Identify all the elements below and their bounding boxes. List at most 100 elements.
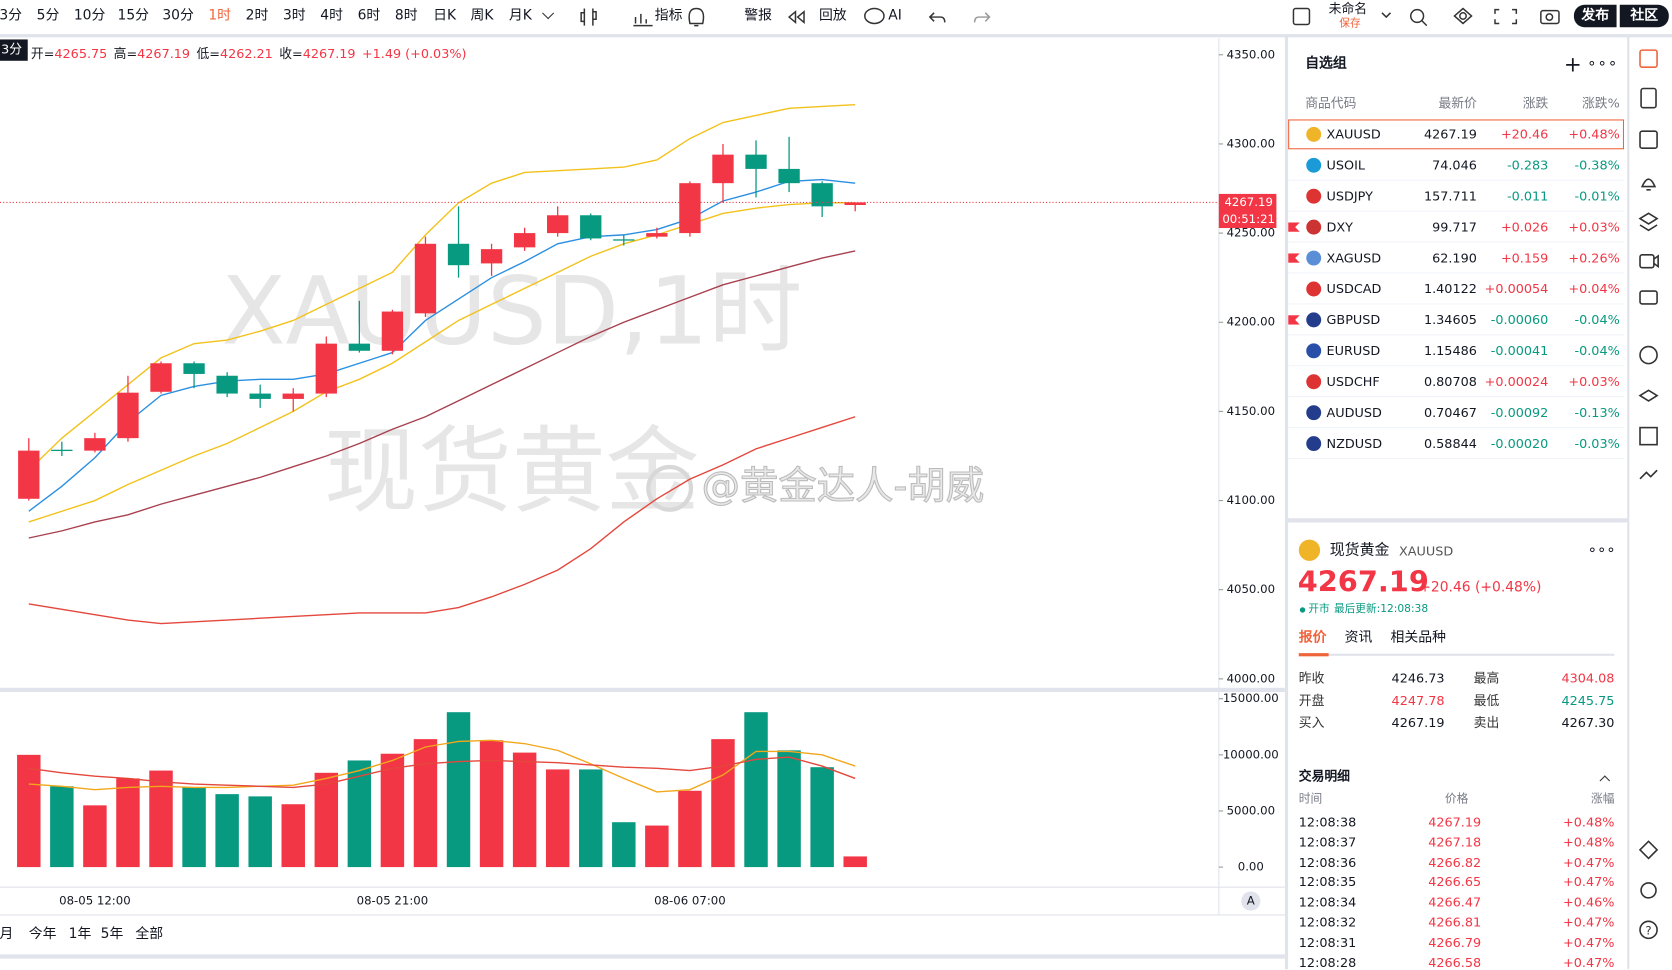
change-pct: +0.04% bbox=[1568, 281, 1620, 297]
candle-body bbox=[381, 311, 404, 351]
candle-body bbox=[18, 450, 40, 499]
legend-value: 4262.21 bbox=[220, 47, 273, 62]
detail-tab[interactable]: 相关品种 bbox=[1390, 629, 1446, 646]
range-button[interactable]: 1年 bbox=[68, 926, 92, 943]
watchlist-row[interactable] bbox=[1288, 243, 1625, 274]
watchlist-row[interactable] bbox=[1288, 181, 1625, 212]
symbol-icon bbox=[1306, 374, 1322, 390]
detail-code: XAUUSD bbox=[1399, 543, 1454, 559]
interval-button[interactable]: 周K bbox=[470, 7, 494, 24]
change-pct: +0.48% bbox=[1568, 126, 1620, 142]
panel-divider bbox=[1287, 518, 1629, 523]
toolbar-tool[interactable]: 警报 bbox=[744, 7, 773, 24]
toolbar-tool[interactable]: 指标 bbox=[654, 7, 683, 24]
change: -0.283 bbox=[1507, 157, 1549, 173]
interval-button[interactable]: 日K bbox=[433, 7, 457, 24]
last-update: 最后更新:12:08:38 bbox=[1333, 603, 1429, 616]
volume-ma-line bbox=[28, 756, 856, 789]
price: 0.80708 bbox=[1423, 374, 1477, 390]
volume-bar bbox=[711, 739, 735, 868]
symbol: USDCHF bbox=[1326, 374, 1380, 390]
watchlist-more[interactable]: ∘∘∘ bbox=[1587, 55, 1619, 73]
range-button[interactable]: 5年 bbox=[100, 926, 124, 943]
column-header: 商品代码 bbox=[1305, 95, 1357, 111]
symbol-icon bbox=[1306, 188, 1322, 204]
interval-button[interactable]: 10分 bbox=[73, 7, 106, 24]
volume-bar bbox=[678, 790, 702, 868]
trade-cell: 12:08:34 bbox=[1298, 894, 1357, 910]
interval-button[interactable]: 6时 bbox=[357, 7, 381, 24]
sidebar-divider bbox=[1627, 36, 1630, 970]
interval-button[interactable]: 8时 bbox=[394, 7, 418, 24]
interval-button[interactable]: 3分 bbox=[0, 7, 23, 24]
watchlist-row[interactable] bbox=[1288, 212, 1625, 243]
watchlist-row[interactable] bbox=[1288, 335, 1625, 367]
toolbar-tool[interactable]: AI bbox=[888, 7, 902, 24]
ma-line bbox=[28, 416, 856, 625]
watchlist-row[interactable] bbox=[1288, 274, 1625, 305]
y-tick-label: 4350.00 bbox=[1227, 47, 1275, 61]
layout-name[interactable]: 未命名 bbox=[1328, 1, 1368, 16]
quote-label: 开盘 bbox=[1298, 693, 1325, 709]
volume-bar bbox=[612, 822, 636, 868]
change-pct: -0.01% bbox=[1574, 188, 1620, 204]
range-button[interactable]: 全部 bbox=[135, 926, 164, 943]
candle-body bbox=[183, 363, 205, 374]
volume-bar bbox=[579, 769, 603, 868]
symbol: USOIL bbox=[1326, 157, 1365, 173]
watchlist-row[interactable] bbox=[1288, 304, 1625, 336]
legend-value: 4265.75 bbox=[54, 47, 107, 62]
detail-tab[interactable]: 报价 bbox=[1298, 629, 1327, 646]
toolbar-tool[interactable]: 回放 bbox=[818, 7, 847, 24]
watchlist-row[interactable] bbox=[1288, 150, 1625, 181]
watchlist-row[interactable] bbox=[1288, 428, 1625, 460]
detail-name: 现货黄金 bbox=[1329, 541, 1390, 559]
sidebar-icons: ? bbox=[1638, 49, 1659, 940]
symbol: USDJPY bbox=[1326, 188, 1373, 204]
volume-bar bbox=[17, 754, 41, 868]
watchlist-add[interactable]: + bbox=[1563, 51, 1582, 77]
publish-button[interactable]: 发布 bbox=[1573, 4, 1617, 28]
interval-button[interactable]: 月K bbox=[508, 7, 532, 24]
panel-separator bbox=[0, 687, 1285, 693]
watchlist-row[interactable] bbox=[1288, 366, 1625, 398]
watchlist-title[interactable]: 自选组 bbox=[1305, 55, 1347, 72]
detail-more[interactable]: ∘∘∘ bbox=[1587, 541, 1616, 559]
trades-collapse[interactable] bbox=[1599, 775, 1611, 786]
candle-body bbox=[216, 375, 238, 394]
watchlist-row[interactable] bbox=[1288, 119, 1625, 150]
range-button[interactable]: 月 bbox=[0, 926, 14, 943]
watchlist-row[interactable] bbox=[1288, 397, 1625, 429]
interval-button[interactable]: 4时 bbox=[320, 7, 343, 24]
price: 74.046 bbox=[1432, 157, 1477, 173]
interval-button[interactable]: 5分 bbox=[36, 7, 60, 24]
tab-rule bbox=[1298, 653, 1615, 656]
detail-tab[interactable]: 资讯 bbox=[1344, 629, 1373, 646]
x-tick-label: 08-05 12:00 bbox=[59, 894, 131, 908]
candle-body bbox=[745, 154, 767, 169]
interval-button[interactable]: 1时 bbox=[208, 7, 232, 24]
symbol-icon bbox=[1306, 126, 1322, 142]
interval-button[interactable]: 15分 bbox=[117, 7, 150, 24]
quote-value: 4245.75 bbox=[1561, 693, 1615, 709]
x-tick-label: 08-05 21:00 bbox=[357, 894, 429, 908]
trade-cell: 12:08:28 bbox=[1298, 954, 1357, 970]
trade-cell: 4266.82 bbox=[1428, 854, 1482, 870]
legend-label: 收= bbox=[279, 47, 303, 62]
market-status: 开市 bbox=[1308, 603, 1330, 616]
trade-column: 价格 bbox=[1444, 791, 1469, 806]
change-pct: -0.38% bbox=[1574, 157, 1620, 173]
volume-bar bbox=[347, 760, 372, 868]
interval-button[interactable]: 3时 bbox=[282, 7, 306, 24]
volume-bar bbox=[182, 787, 206, 868]
change-pct: +0.03% bbox=[1568, 374, 1620, 390]
trade-cell: +0.47% bbox=[1563, 954, 1615, 970]
interval-button[interactable]: 30分 bbox=[162, 7, 194, 24]
interval-button[interactable]: 2时 bbox=[245, 7, 269, 24]
candle-body bbox=[712, 154, 734, 184]
range-button[interactable]: 今年 bbox=[28, 926, 57, 943]
change-pct: -0.04% bbox=[1574, 312, 1620, 328]
change: -0.00020 bbox=[1490, 436, 1549, 452]
community-button[interactable]: 社区 bbox=[1619, 4, 1669, 28]
symbol-icon bbox=[1306, 157, 1322, 173]
